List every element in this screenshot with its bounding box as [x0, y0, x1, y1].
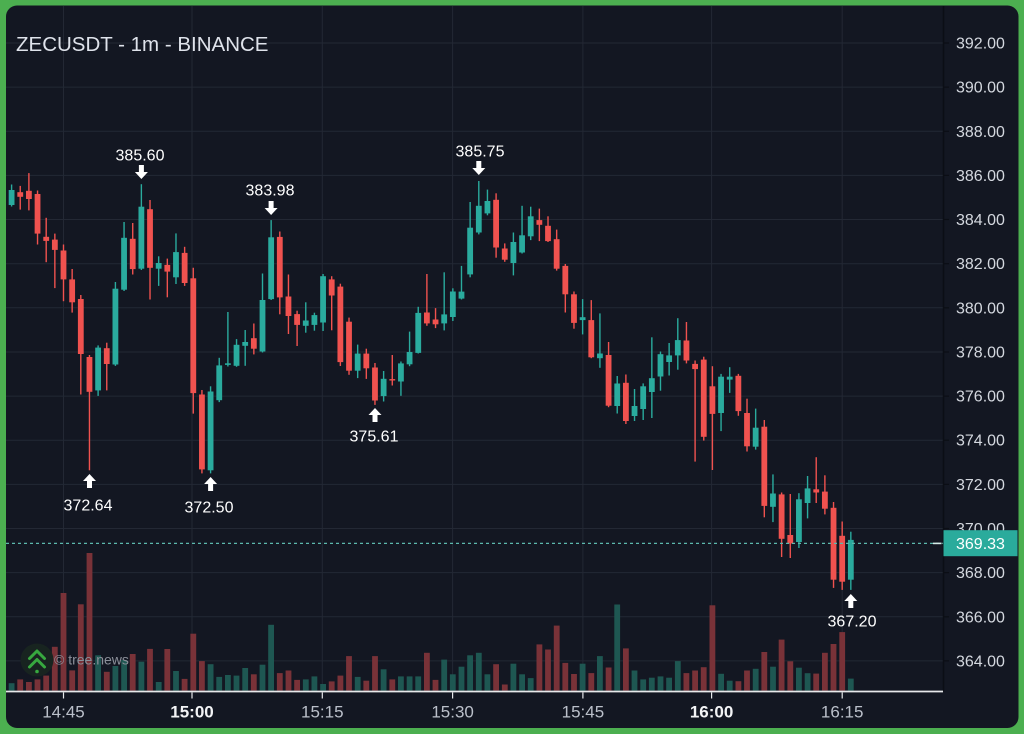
svg-text:16:00: 16:00 [690, 703, 733, 722]
svg-text:364.00: 364.00 [956, 653, 1005, 670]
svg-text:388.00: 388.00 [956, 124, 1005, 141]
svg-text:382.00: 382.00 [956, 256, 1005, 273]
svg-text:385.60: 385.60 [116, 148, 165, 165]
svg-text:390.00: 390.00 [956, 80, 1005, 97]
svg-text:372.64: 372.64 [64, 498, 113, 515]
svg-text:368.00: 368.00 [956, 565, 1005, 582]
svg-text:372.50: 372.50 [185, 500, 234, 517]
svg-text:367.20: 367.20 [828, 614, 877, 631]
svg-text:386.00: 386.00 [956, 168, 1005, 185]
svg-text:378.00: 378.00 [956, 345, 1005, 362]
svg-text:14:45: 14:45 [42, 703, 85, 722]
svg-text:15:15: 15:15 [301, 703, 344, 722]
svg-text:376.00: 376.00 [956, 389, 1005, 406]
svg-text:15:00: 15:00 [170, 703, 213, 722]
svg-text:392.00: 392.00 [956, 36, 1005, 53]
svg-text:374.00: 374.00 [956, 433, 1005, 450]
svg-text:366.00: 366.00 [956, 609, 1005, 626]
svg-text:15:30: 15:30 [431, 703, 474, 722]
svg-text:380.00: 380.00 [956, 300, 1005, 317]
svg-text:372.00: 372.00 [956, 477, 1005, 494]
svg-text:384.00: 384.00 [956, 212, 1005, 229]
svg-text:385.75: 385.75 [456, 144, 505, 161]
svg-text:16:15: 16:15 [821, 703, 864, 722]
svg-text:15:45: 15:45 [562, 703, 605, 722]
svg-text:© tree.news: © tree.news [54, 652, 129, 668]
svg-text:369.33: 369.33 [956, 536, 1005, 553]
svg-text:ZECUSDT - 1m - BINANCE: ZECUSDT - 1m - BINANCE [16, 33, 268, 56]
svg-text:375.61: 375.61 [350, 429, 399, 446]
svg-text:383.98: 383.98 [246, 183, 295, 200]
